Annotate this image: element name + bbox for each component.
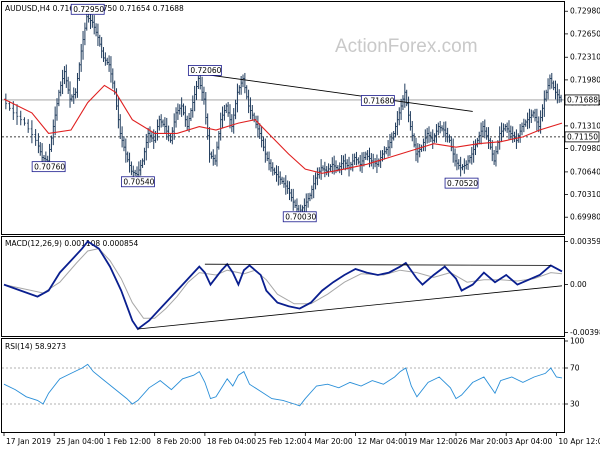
- moving-average-line: [3, 84, 563, 174]
- price-y-tick-label: 0.70310: [570, 190, 600, 199]
- price-y-tick-label: 0.70640: [570, 167, 600, 176]
- price-level-label: 0.71680: [363, 96, 394, 105]
- price-y-tick-label: 0.71310: [570, 121, 600, 130]
- macd-pane-title: MACD(12,26,9) 0.001108 0.000854: [5, 239, 139, 248]
- price-pane-frame: [1, 1, 565, 235]
- macd-y-tick-label: -0.003986: [570, 328, 600, 337]
- macd-upper-trendline: [204, 263, 551, 266]
- price-level-label-box: [70, 3, 105, 15]
- resistance-trendline: [204, 73, 473, 112]
- price-y-tick-label: 0.71980: [570, 75, 600, 84]
- price-y-tick-label: 0.70980: [570, 144, 600, 153]
- price-y-tick-label: 0.72980: [570, 7, 600, 16]
- price-level-label-box: [121, 176, 155, 188]
- price-level-label: 0.72950: [73, 5, 104, 14]
- macd-signal-line: [3, 248, 563, 319]
- right-axis-price-box: [564, 131, 600, 143]
- price-level-label-box: [187, 65, 222, 76]
- right-axis-price-box: [564, 94, 600, 106]
- x-tick-label: 26 Mar 20:00: [458, 437, 508, 446]
- macd-lower-trendline: [137, 285, 563, 330]
- macd-line: [3, 240, 563, 331]
- price-y-tick-label: 0.69980: [570, 213, 600, 222]
- right-axis-price-label: 0.71688: [567, 96, 598, 105]
- x-tick-label: 3 Apr 04:00: [508, 437, 552, 446]
- x-tick-label: 10 Apr 12:00: [558, 437, 600, 446]
- rsi-y-tick-label: 100: [570, 337, 585, 346]
- price-level-label-box: [282, 211, 317, 223]
- price-level-label: 0.70540: [123, 178, 154, 187]
- macd-pane-frame: [1, 236, 565, 337]
- right-axis-price-label: 0.71150: [567, 133, 598, 142]
- price-level-label: 0.70030: [285, 213, 316, 222]
- rsi-y-tick-label: 30: [570, 400, 580, 409]
- x-tick-label: 19 Mar 12:00: [408, 437, 458, 446]
- price-level-label: 0.70760: [34, 162, 65, 171]
- macd-y-tick-label: 0.003592: [570, 237, 600, 246]
- x-tick-label: 25 Jan 04:00: [56, 437, 104, 446]
- macd-plot: 0.003592 0.00 -0.003986: [3, 237, 600, 337]
- rsi-y-tick-label: 70: [570, 364, 580, 373]
- rsi-pane-frame: [1, 338, 565, 433]
- price-y-axis: 0.729800.726500.723100.719800.716400.713…: [564, 7, 600, 222]
- x-tick-label: 4 Mar 20:00: [307, 437, 353, 446]
- price-level-label-box: [444, 177, 479, 189]
- rsi-line: [3, 363, 563, 407]
- price-level-label-box: [360, 95, 395, 106]
- x-tick-label: 1 Feb 12:00: [106, 437, 151, 446]
- x-axis: 17 Jan 2019 25 Jan 04:00 1 Feb 12:00 8 Feb …: [3, 432, 600, 446]
- price-annotations: 0.72950 0.70760 0.72060 0.70540 0.71680 0.705…: [31, 3, 600, 223]
- rsi-pane-title: RSI(14) 58.9273: [5, 342, 66, 351]
- x-tick-label: 25 Feb 12:00: [257, 437, 306, 446]
- price-level-label-box: [31, 161, 66, 173]
- watermark: ActionForex.com: [335, 36, 478, 57]
- x-tick-label: 8 Feb 20:00: [157, 437, 202, 446]
- x-tick-label: 17 Jan 2019: [6, 437, 51, 446]
- price-level-label: 0.70520: [447, 179, 478, 188]
- x-tick-label: 18 Feb 04:00: [207, 437, 256, 446]
- price-plot: [2, 9, 564, 218]
- price-level-label: 0.72060: [190, 66, 221, 75]
- price-y-tick-label: 0.72310: [570, 53, 600, 62]
- macd-y-tick-label: 0.00: [570, 280, 587, 289]
- price-y-tick-label: 0.72650: [570, 29, 600, 38]
- x-tick-label: 12 Mar 04:00: [358, 437, 408, 446]
- rsi-plot: 100 70 30: [2, 337, 585, 409]
